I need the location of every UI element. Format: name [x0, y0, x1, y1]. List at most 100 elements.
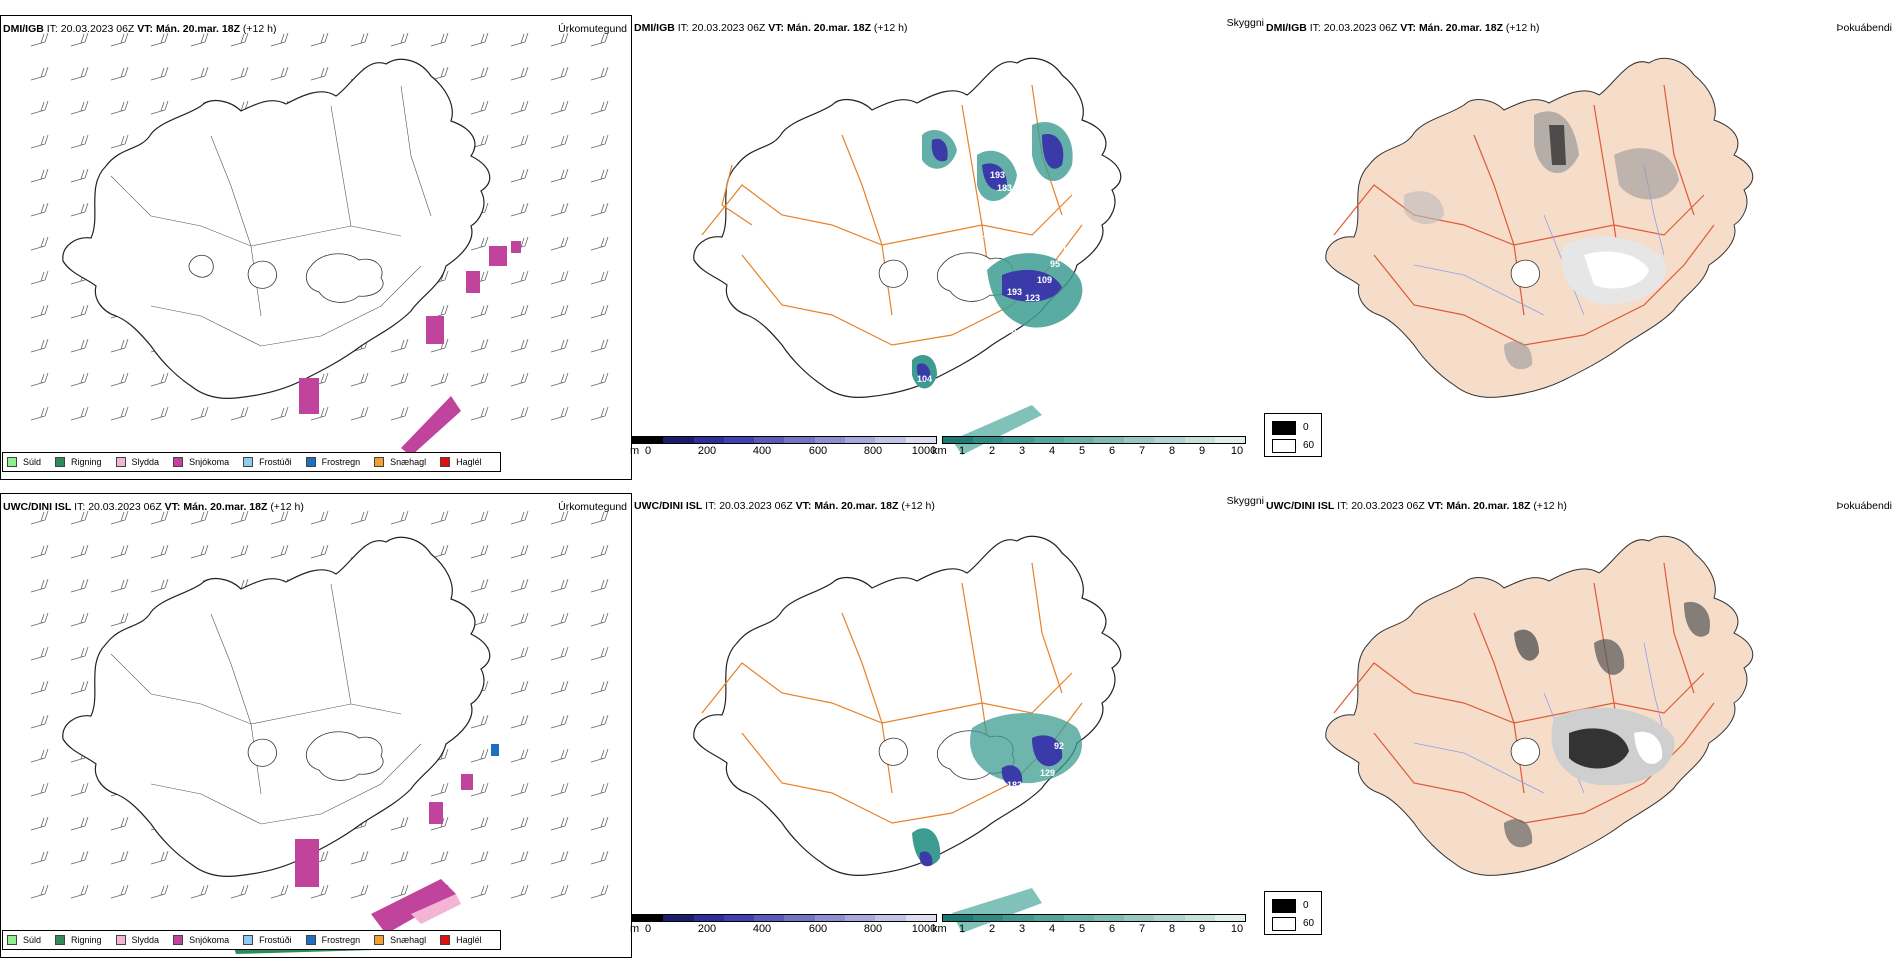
cloudbase-tick: 0 [644, 445, 652, 457]
wind-barb [310, 66, 329, 81]
cloud-label: 153 [917, 871, 932, 881]
fog-index-panel-bottom: UWC/DINI ISL IT: 20.03.2023 06Z VT: Mán.… [1264, 493, 1896, 958]
wind-barb [470, 338, 489, 353]
wind-barb [550, 406, 569, 421]
legend-item: Frostúði [243, 457, 292, 467]
wind-barb [510, 168, 529, 183]
wind-barb [590, 100, 609, 115]
cloud-label: 193 [990, 170, 1005, 180]
wind-barb [550, 338, 569, 353]
wind-barb [110, 66, 129, 81]
panel-type-label: Úrkomutegund [558, 501, 627, 513]
cloudbase-colorbar [632, 436, 937, 444]
wind-barb [390, 850, 409, 865]
panel-type-label: Þokuábendi [1836, 22, 1892, 34]
cloudbase-tick: 600 [808, 923, 828, 935]
wind-barb [510, 372, 529, 387]
cloud-map: 216 195 193 183 121 118 104 95 109 193 1… [693, 57, 1122, 455]
wind-barb [590, 168, 609, 183]
wind-barb [510, 782, 529, 797]
wind-barb [590, 578, 609, 593]
cloud-labels: 92 129 182 129 153 [917, 741, 1064, 881]
wind-barb [150, 100, 169, 115]
wind-barb [470, 372, 489, 387]
wind-barb [30, 32, 49, 47]
wind-barb [110, 850, 129, 865]
wind-barb [550, 372, 569, 387]
wind-barb [430, 782, 449, 797]
legend-item: Haglél [440, 457, 482, 467]
wind-barb [270, 884, 289, 899]
wind-barb [30, 372, 49, 387]
cloud-label: 182 [1007, 780, 1022, 790]
legend-item: Slydda [115, 457, 159, 467]
wind-barb [590, 782, 609, 797]
wind-barb [70, 646, 89, 661]
visibility-unit: km [932, 923, 947, 935]
wind-barb [470, 748, 489, 763]
visibility-tick: 6 [1108, 445, 1116, 457]
wind-barb [70, 32, 89, 47]
wind-barb [510, 714, 529, 729]
wind-barb [510, 544, 529, 559]
wind-barb [70, 782, 89, 797]
wind-barb [110, 100, 129, 115]
wind-barb [150, 544, 169, 559]
wind-barb [510, 32, 529, 47]
wind-barb [350, 884, 369, 899]
precip-type-panel-top: DMI/IGB IT: 20.03.2023 06Z VT: Mán. 20.m… [0, 15, 632, 480]
legend-swatch [115, 457, 126, 467]
fog-index-panel-top: DMI/IGB IT: 20.03.2023 06Z VT: Mán. 20.m… [1264, 15, 1896, 480]
legend-swatch [55, 935, 66, 945]
wind-barb [30, 510, 49, 525]
cloud-label: 123 [1025, 293, 1040, 303]
wind-barb [510, 816, 529, 831]
wind-barb [390, 372, 409, 387]
wind-barb [550, 714, 569, 729]
wind-barb [590, 680, 609, 695]
wind-barb [70, 372, 89, 387]
wind-barb [110, 612, 129, 627]
wind-barb [30, 236, 49, 251]
wind-barb [550, 612, 569, 627]
wind-barb [190, 66, 209, 81]
cloud-label: 92 [1054, 741, 1064, 751]
wind-barb [230, 544, 249, 559]
fog-legend-swatch [1272, 899, 1296, 913]
wind-barb [470, 850, 489, 865]
wind-barb [390, 816, 409, 831]
wind-barb [70, 680, 89, 695]
cloud-label: 193 [1007, 287, 1022, 297]
legend-swatch [173, 935, 184, 945]
wind-barb [350, 406, 369, 421]
wind-barb [590, 544, 609, 559]
legend-item: Slydda [115, 935, 159, 945]
legend-item: Frostúði [243, 935, 292, 945]
precip-type-panel-bottom: UWC/DINI ISL IT: 20.03.2023 06Z VT: Mán.… [0, 493, 632, 958]
wind-barb [510, 680, 529, 695]
wind-barb [470, 544, 489, 559]
legend-swatch [305, 457, 316, 467]
cloud-label: 183 [997, 183, 1012, 193]
wind-barb [110, 134, 129, 149]
panel-title: UWC/DINI ISL IT: 20.03.2023 06Z VT: Mán.… [1266, 500, 1567, 512]
cloud-label: 70 [930, 203, 940, 213]
visibility-tick: 2 [988, 445, 996, 457]
fog-legend-swatch [1272, 439, 1296, 453]
precip-legend: Súld Rigning Slydda Snjókoma Frostúði Fr… [2, 930, 501, 950]
wind-barb [550, 270, 569, 285]
cloud-label: 118 [979, 229, 994, 239]
legend-swatch [440, 457, 451, 467]
legend-swatch [305, 935, 316, 945]
wind-barb [430, 32, 449, 47]
wind-barb [70, 202, 89, 217]
cloudbase-tick: 0 [644, 923, 652, 935]
legend-item: Rigning [55, 935, 102, 945]
wind-barb [30, 544, 49, 559]
wind-barb [550, 782, 569, 797]
visibility-tick: 5 [1078, 923, 1086, 935]
wind-barb [550, 816, 569, 831]
wind-barb [590, 66, 609, 81]
panel-title: DMI/IGB IT: 20.03.2023 06Z VT: Mán. 20.m… [3, 23, 277, 35]
visibility-tick: 2 [988, 923, 996, 935]
